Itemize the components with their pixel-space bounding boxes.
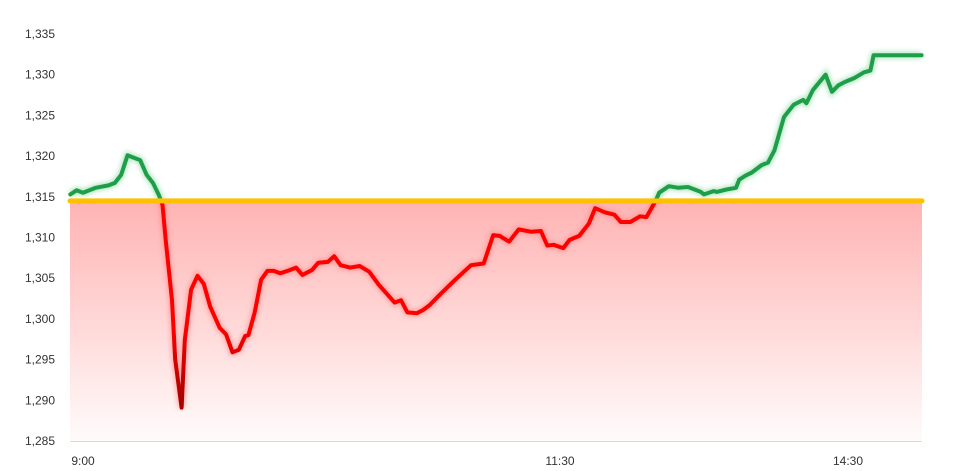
y-axis: 1,285 1,290 1,295 1,300 1,305 1,310 1,315 1,320… bbox=[25, 27, 55, 448]
y-tick-label: 1,315 bbox=[25, 190, 55, 204]
y-tick-label: 1,285 bbox=[25, 434, 55, 448]
y-tick-label: 1,335 bbox=[25, 27, 55, 41]
x-axis: 9:00 11:30 14:30 bbox=[71, 454, 863, 468]
x-tick-label: 11:30 bbox=[545, 454, 574, 468]
y-tick-label: 1,310 bbox=[25, 231, 55, 245]
price-line-above-baseline bbox=[68, 53, 924, 201]
price-line-below-baseline bbox=[158, 200, 658, 410]
below-baseline-fill bbox=[70, 200, 922, 441]
x-tick-label: 9:00 bbox=[71, 454, 95, 468]
y-tick-label: 1,290 bbox=[25, 393, 55, 407]
y-tick-label: 1,300 bbox=[25, 312, 55, 326]
y-tick-label: 1,320 bbox=[25, 149, 55, 163]
y-tick-label: 1,325 bbox=[25, 108, 55, 122]
y-tick-label: 1,305 bbox=[25, 271, 55, 285]
y-tick-label: 1,330 bbox=[25, 68, 55, 82]
x-tick-label: 14:30 bbox=[833, 454, 863, 468]
y-tick-label: 1,295 bbox=[25, 353, 55, 367]
